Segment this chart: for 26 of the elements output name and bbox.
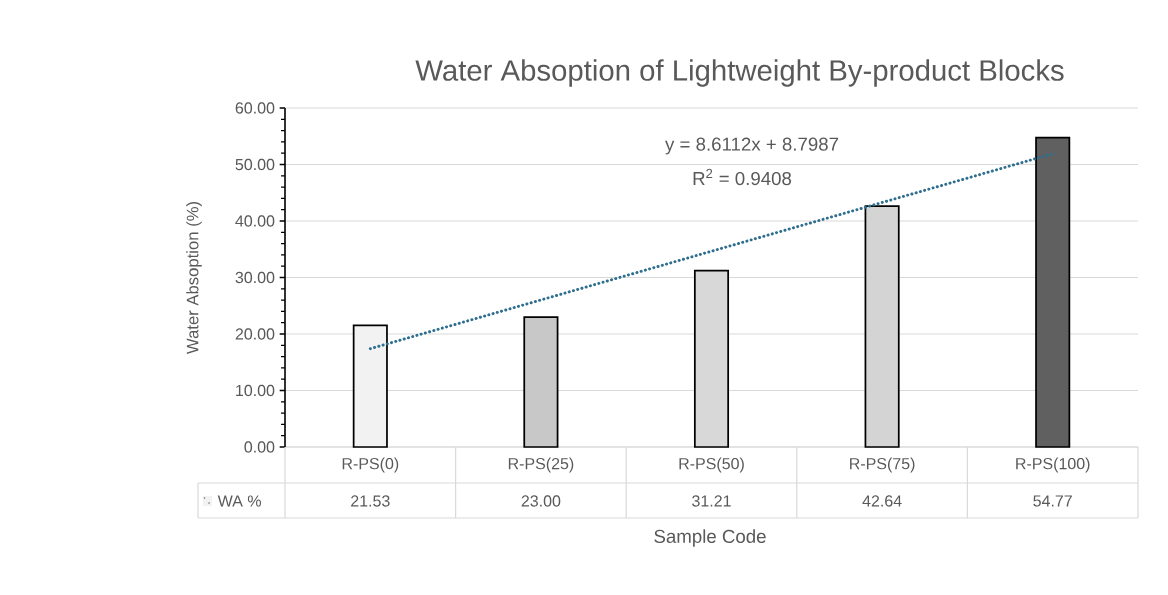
bar	[1035, 136, 1071, 448]
y-tick-label: 50.00	[235, 158, 275, 171]
data-label: 31.21	[692, 495, 731, 507]
x-tick-label: R-PS(75)	[850, 457, 915, 473]
bar	[352, 324, 388, 448]
x-tick-label: R-PS(50)	[679, 457, 744, 473]
x-axis-title: Sample Code	[654, 529, 766, 547]
y-tick-label: 60.00	[235, 102, 275, 114]
chart-title: Water Absoption of Lightweight By-product Blocks	[415, 59, 1064, 87]
legend-label: WA %	[217, 495, 261, 507]
data-label: 42.64	[862, 495, 902, 507]
x-tick-label: R-PS(100)	[1016, 457, 1090, 473]
data-label: 54.77	[1033, 495, 1072, 507]
y-tick-label: 0.00	[244, 441, 275, 453]
y-tick-label: 10.00	[236, 384, 275, 397]
data-label: 23.00	[521, 495, 561, 507]
y-tick-label: 20.00	[235, 328, 275, 340]
bar	[523, 316, 559, 448]
annotation: y = 8.6112x + 8.7987	[665, 137, 839, 155]
y-tick-label: 30.00	[235, 271, 275, 284]
y-tick-label: 40.00	[235, 215, 275, 227]
x-tick-label: R-PS(0)	[342, 457, 399, 473]
annotation: R$^{2}$ = 0.9408	[693, 168, 792, 186]
y-axis-title: Water Absoption (%)	[186, 201, 202, 354]
data-label: 21.53	[351, 495, 390, 507]
x-tick-label: R-PS(25)	[508, 457, 574, 473]
